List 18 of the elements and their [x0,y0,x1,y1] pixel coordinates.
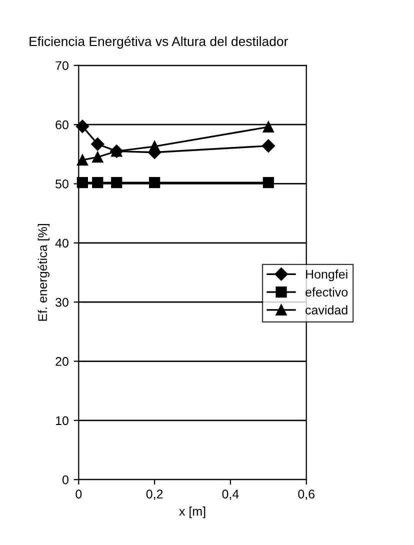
legend-label: efectivo [306,287,348,297]
y-tick-label: 40 [55,238,68,248]
y-tick-label: 30 [56,298,68,307]
x-tick-label: 0,4 [222,490,239,500]
chart-title: Eficiencia Energétiva vs Altura del destilador [30,36,288,49]
legend-label: cavidad [306,305,348,314]
x-axis-title: x [m] [179,506,206,518]
legend-label: Hongfei [306,269,348,282]
y-tick-label: 50 [56,180,68,188]
y-axis-title: Ef. energética [%] [38,224,50,321]
y-tick-label: 70 [56,61,68,70]
x-tick-label: 0,2 [146,490,163,500]
y-tick-label: 20 [56,357,68,366]
y-tick-label: 0 [62,475,68,484]
x-tick-label: 0,6 [298,490,314,500]
y-tick-label: 60 [56,120,68,130]
y-tick-label: 10 [56,416,68,426]
x-tick-label: 0 [76,490,82,499]
